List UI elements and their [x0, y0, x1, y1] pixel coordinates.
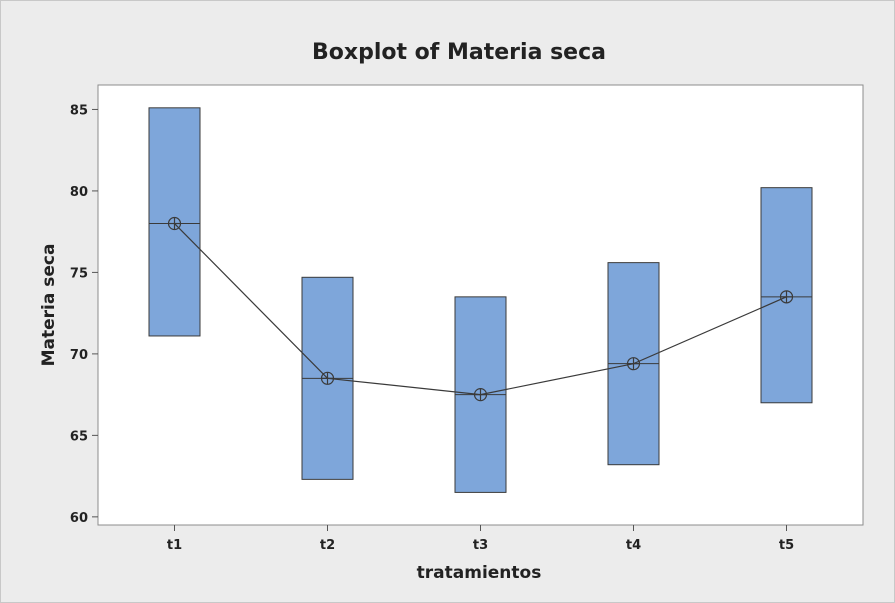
mean-marker-t1: [167, 216, 182, 231]
mean-markers: [167, 216, 794, 402]
y-tick-label: 85: [70, 103, 88, 118]
y-tick-label: 75: [70, 266, 88, 281]
y-tick-label: 80: [70, 185, 88, 200]
mean-marker-t3: [473, 388, 488, 402]
mean-marker-t2: [320, 371, 335, 385]
y-tick-label: 65: [70, 429, 88, 444]
y-axis: 60 65 70 75 80 85: [70, 103, 98, 526]
y-axis-label: Materia seca: [39, 244, 59, 367]
x-axis: t1 t2 t3 t4 t5: [167, 525, 794, 553]
x-tick-label: t2: [320, 538, 335, 553]
chart-title: Boxplot of Materia seca: [312, 40, 606, 65]
x-tick-label: t1: [167, 538, 182, 553]
x-tick-label: t3: [473, 538, 488, 553]
box-series: [148, 107, 813, 493]
mean-marker-t4: [626, 357, 641, 371]
x-axis-label: tratamientos: [417, 563, 542, 583]
y-tick-label: 70: [70, 348, 88, 363]
y-tick-label: 60: [70, 511, 88, 526]
x-tick-label: t4: [626, 538, 641, 553]
mean-marker-t5: [779, 290, 794, 304]
x-tick-label: t5: [779, 538, 794, 553]
